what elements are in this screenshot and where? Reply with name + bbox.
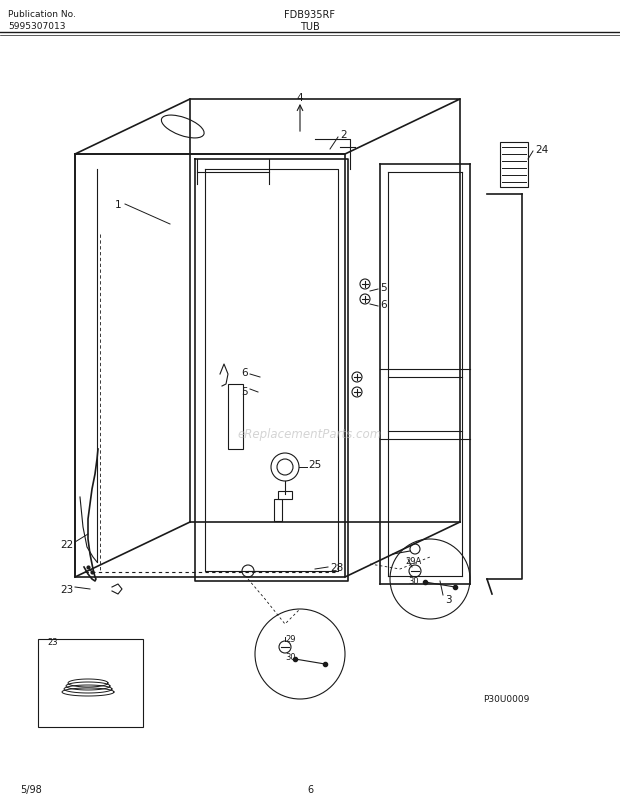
Text: 25: 25 <box>308 459 321 470</box>
Bar <box>38 639 143 727</box>
Text: 29: 29 <box>285 634 296 644</box>
Bar <box>228 385 243 450</box>
Text: 2: 2 <box>340 130 347 140</box>
Bar <box>500 143 528 188</box>
Text: 5: 5 <box>241 386 248 397</box>
Text: 30: 30 <box>285 653 296 662</box>
Text: TUB: TUB <box>300 22 320 32</box>
Text: 5995307013: 5995307013 <box>8 22 66 31</box>
Text: 22: 22 <box>60 540 73 549</box>
Text: 29A: 29A <box>405 556 421 566</box>
Text: 5/98: 5/98 <box>20 784 42 794</box>
Ellipse shape <box>161 116 204 139</box>
Text: 3: 3 <box>445 594 451 604</box>
Text: Publication No.: Publication No. <box>8 10 76 19</box>
Bar <box>274 499 282 521</box>
Text: 28: 28 <box>330 562 343 573</box>
Text: 1: 1 <box>115 200 122 210</box>
Text: 5: 5 <box>380 283 387 292</box>
Text: 30: 30 <box>408 577 419 585</box>
Text: 6: 6 <box>380 300 387 310</box>
Text: 23: 23 <box>60 585 73 594</box>
Text: FDB935RF: FDB935RF <box>285 10 335 20</box>
Text: eReplacementParts.com: eReplacementParts.com <box>238 428 382 441</box>
Text: 6: 6 <box>241 368 248 377</box>
Text: 6: 6 <box>307 784 313 794</box>
Text: 24: 24 <box>535 145 548 155</box>
Text: 4: 4 <box>297 93 303 103</box>
Text: 23: 23 <box>47 638 58 646</box>
Text: P30U0009: P30U0009 <box>484 694 530 703</box>
Bar <box>278 491 292 499</box>
